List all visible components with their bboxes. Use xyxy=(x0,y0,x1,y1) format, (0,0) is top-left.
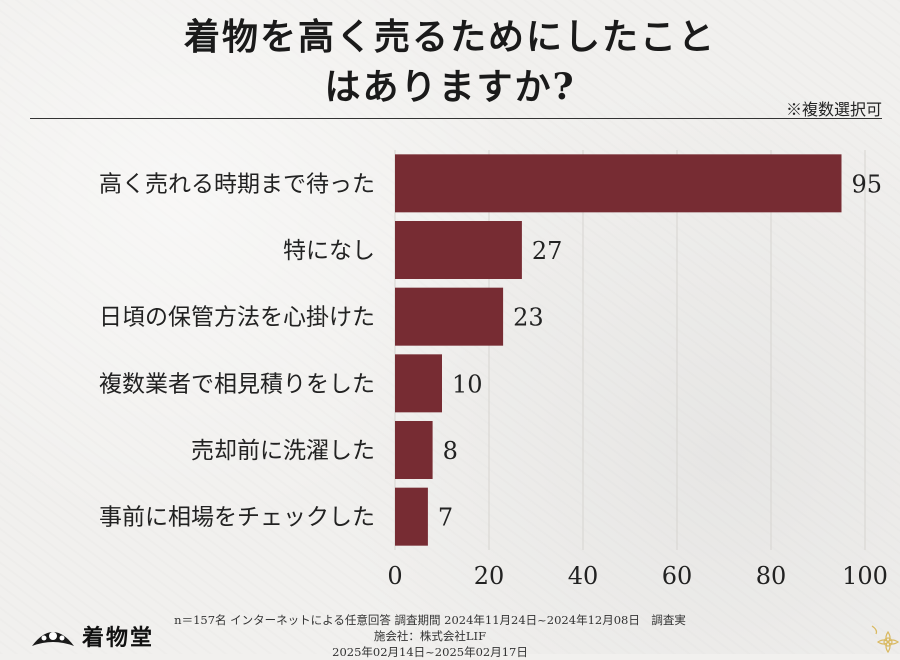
header-divider xyxy=(30,118,882,119)
bar xyxy=(395,154,842,213)
bar-value-label: 7 xyxy=(438,504,453,532)
bar-chart: 0 20 40 60 80 100 95 高く売れる時期まで待った 27 特になし 23 日頃の保管方… xyxy=(99,150,888,590)
x-tick-label: 100 xyxy=(842,562,888,590)
category-label: 日頃の保管方法を心掛けた xyxy=(99,305,375,331)
x-tick-label: 0 xyxy=(387,562,402,590)
category-label: 事前に相場をチェックした xyxy=(99,505,375,531)
x-tick-label: 80 xyxy=(756,562,787,590)
bar xyxy=(395,487,428,546)
survey-footnote: n＝157名 インターネットによる任意回答 調査期間 2024年11月24日~2… xyxy=(170,612,690,660)
x-tick-label: 20 xyxy=(474,562,505,590)
bar-value-label: 27 xyxy=(532,237,563,265)
bar-value-label: 8 xyxy=(443,437,458,465)
chart-title-line2: はありますか? xyxy=(324,66,576,108)
bar xyxy=(395,354,442,413)
bar xyxy=(395,221,522,279)
survey-footnote-line1: n＝157名 インターネットによる任意回答 調査期間 2024年11月24日~2… xyxy=(174,613,686,643)
survey-footnote-line2: 2025年02月14日~2025年02月17日 xyxy=(332,645,528,659)
flower-ornament-icon xyxy=(871,625,900,654)
x-tick-label: 40 xyxy=(568,562,599,590)
bar-value-label: 95 xyxy=(852,170,883,198)
x-tick-label: 60 xyxy=(662,562,693,590)
category-label: 売却前に洗濯した xyxy=(191,438,375,464)
category-label: 高く売れる時期まで待った xyxy=(99,171,375,197)
folding-fan-icon xyxy=(32,632,74,646)
chart-title-line1: 着物を高く売るためにしたこと xyxy=(183,16,716,58)
multiple-choice-note: ※複数選択可 xyxy=(785,100,882,119)
brand-logo: 着物堂 xyxy=(30,620,154,652)
bar xyxy=(395,287,504,346)
bar-value-label: 23 xyxy=(513,304,544,332)
category-label: 複数業者で相見積りをした xyxy=(99,371,375,397)
bar xyxy=(395,421,433,479)
brand-name: 着物堂 xyxy=(82,625,155,651)
category-label: 特になし xyxy=(283,238,375,264)
bar-value-label: 10 xyxy=(452,370,483,398)
